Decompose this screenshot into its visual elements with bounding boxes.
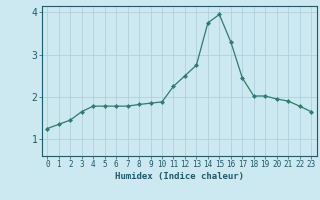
X-axis label: Humidex (Indice chaleur): Humidex (Indice chaleur) xyxy=(115,172,244,181)
